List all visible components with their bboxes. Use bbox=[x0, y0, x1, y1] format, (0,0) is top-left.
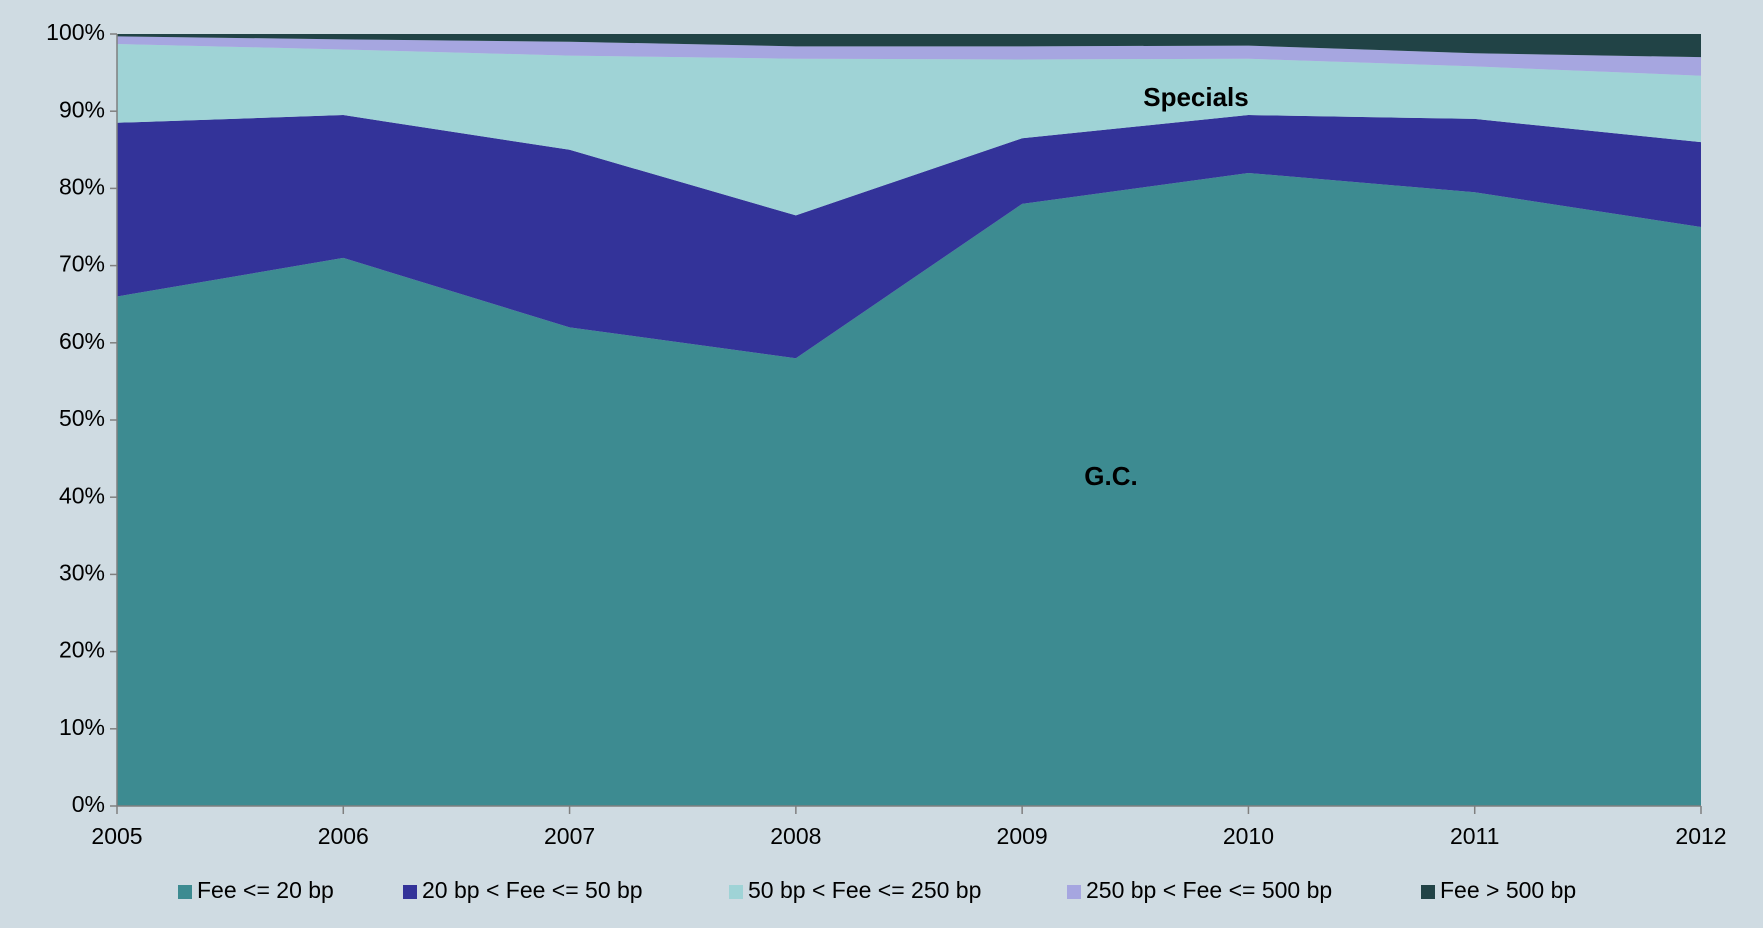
annotation: G.C. bbox=[1084, 461, 1137, 491]
area bbox=[117, 115, 1701, 359]
x-tick-label: 2012 bbox=[1675, 823, 1726, 849]
x-tick-label: 2011 bbox=[1450, 823, 1499, 849]
y-tick-label: 50% bbox=[59, 405, 105, 431]
x-tick-label: 2005 bbox=[91, 823, 142, 849]
plot-area bbox=[117, 34, 1701, 806]
legend-swatch bbox=[729, 885, 743, 899]
legend-label: Fee <= 20 bp bbox=[197, 877, 334, 903]
x-tick-label: 2008 bbox=[770, 823, 821, 849]
y-tick-label: 20% bbox=[59, 637, 105, 663]
legend-swatch bbox=[1421, 885, 1435, 899]
x-tick-label: 2009 bbox=[997, 823, 1048, 849]
y-tick-label: 80% bbox=[59, 173, 105, 199]
y-tick-label: 0% bbox=[72, 791, 105, 817]
y-tick-label: 70% bbox=[59, 251, 105, 277]
y-tick-label: 60% bbox=[59, 328, 105, 354]
area bbox=[117, 44, 1701, 216]
y-tick-label: 10% bbox=[59, 714, 105, 740]
legend-label: 20 bp < Fee <= 50 bp bbox=[422, 877, 643, 903]
y-tick-label: 100% bbox=[46, 19, 105, 45]
legend-label: 50 bp < Fee <= 250 bp bbox=[748, 877, 981, 903]
annotation: Specials bbox=[1143, 82, 1249, 112]
area bbox=[117, 36, 1701, 76]
area bbox=[117, 34, 1701, 58]
x-tick-label: 2006 bbox=[318, 823, 369, 849]
x-tick-label: 2007 bbox=[544, 823, 595, 849]
y-tick-label: 90% bbox=[59, 96, 105, 122]
area bbox=[117, 172, 1701, 806]
legend-label: Fee > 500 bp bbox=[1440, 877, 1576, 903]
x-tick-label: 2010 bbox=[1223, 823, 1274, 849]
y-tick-label: 30% bbox=[59, 559, 105, 585]
legend-swatch bbox=[178, 885, 192, 899]
legend-swatch bbox=[1067, 885, 1081, 899]
legend-label: 250 bp < Fee <= 500 bp bbox=[1086, 877, 1332, 903]
legend-swatch bbox=[403, 885, 417, 899]
y-tick-label: 40% bbox=[59, 482, 105, 508]
